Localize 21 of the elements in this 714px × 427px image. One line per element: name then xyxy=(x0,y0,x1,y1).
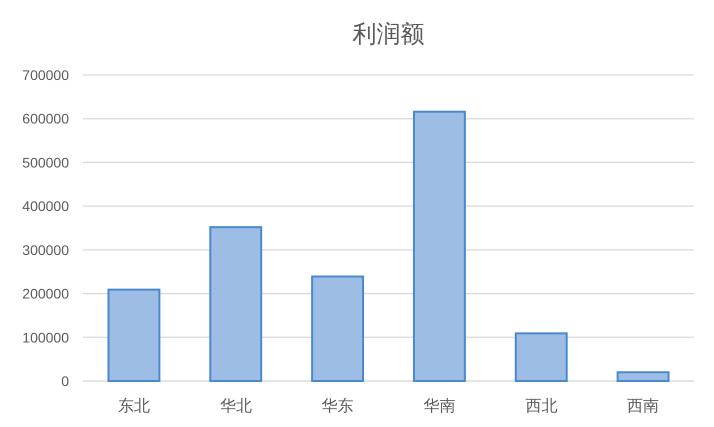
chart-title: 利润额 xyxy=(352,21,424,48)
y-tick-label: 0 xyxy=(61,373,70,389)
bar xyxy=(616,371,670,382)
x-tick-label: 西北 xyxy=(525,397,558,415)
bar xyxy=(311,276,364,382)
y-tick-label: 600000 xyxy=(22,110,70,127)
bar xyxy=(412,110,466,382)
y-tick-label: 300000 xyxy=(22,242,70,258)
y-tick-label: 400000 xyxy=(22,198,70,214)
y-tick-label: 200000 xyxy=(22,286,70,302)
y-tick-label: 100000 xyxy=(22,329,70,346)
x-tick-label: 华南 xyxy=(423,397,456,415)
y-tick-label: 700000 xyxy=(22,67,70,83)
y-tick-label: 500000 xyxy=(22,154,70,170)
x-tick-label: 东北 xyxy=(118,397,150,415)
bar xyxy=(514,332,568,382)
bar xyxy=(107,288,160,382)
x-tick-label: 华北 xyxy=(220,397,252,415)
x-tick-label: 西南 xyxy=(627,397,660,415)
x-tick-label: 华东 xyxy=(322,397,354,415)
bar xyxy=(209,226,262,382)
